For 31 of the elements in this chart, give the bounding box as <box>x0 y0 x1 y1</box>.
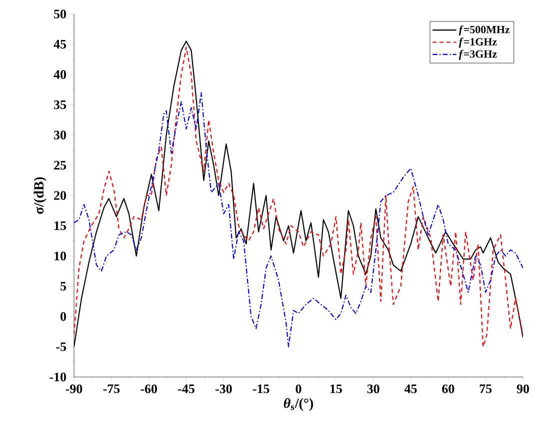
y-tick-label: 5 <box>60 282 66 291</box>
x-tick-label: 15 <box>330 384 342 394</box>
y-tick-label: 40 <box>54 70 66 79</box>
x-tick-label: 45 <box>404 384 417 394</box>
x-tick-label: -15 <box>252 384 270 394</box>
y-tick-label: 30 <box>54 130 66 140</box>
y-tick-label: 0 <box>60 312 66 321</box>
y-tick-label: 10 <box>54 252 66 260</box>
x-tick-label: -90 <box>66 384 82 394</box>
x-tick-label: 75 <box>480 384 492 394</box>
y-tick-label: 15 <box>54 221 66 230</box>
x-tick-label: -60 <box>140 384 157 394</box>
x-axis-title: θ$_{s}$/(°) <box>284 398 314 411</box>
y-tick-label: 25 <box>54 160 66 170</box>
y-tick-label: 50 <box>54 10 66 18</box>
x-tick-label: 60 <box>442 384 454 394</box>
legend-label: f=500MHz <box>458 25 510 36</box>
x-tick-label: 30 <box>367 384 380 394</box>
y-tick-label: 45 <box>54 40 66 49</box>
y-tick-label: 35 <box>54 100 66 110</box>
y-tick-label: -5 <box>56 342 66 352</box>
x-tick-label: -30 <box>216 384 232 394</box>
x-tick-label: -75 <box>103 384 120 394</box>
x-tick-label: -45 <box>178 384 194 394</box>
y-axis-title: σ/(dB) <box>34 177 46 214</box>
legend-label: f=1GHz <box>458 38 497 48</box>
x-tick-label: 0 <box>296 384 302 394</box>
y-tick-label: 20 <box>54 191 66 200</box>
legend-label: f=3GHz <box>458 50 497 60</box>
y-tick-label: -10 <box>50 372 66 382</box>
x-tick-label: 90 <box>516 384 529 394</box>
